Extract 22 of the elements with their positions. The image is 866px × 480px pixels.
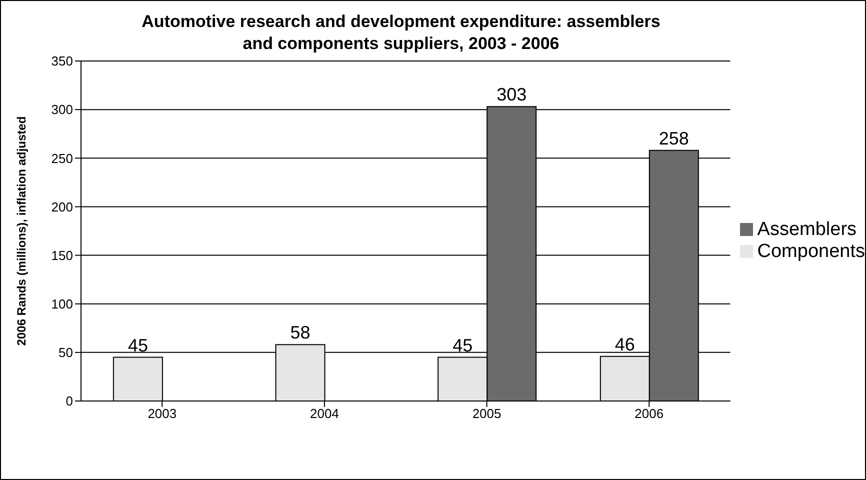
y-axis-title: 2006 Rands (millions), inflation adjusted bbox=[14, 116, 28, 346]
y-tick-label: 350 bbox=[51, 54, 73, 69]
x-tick-label: 2004 bbox=[310, 406, 339, 422]
data-label: 303 bbox=[496, 84, 527, 105]
y-tick-label: 300 bbox=[51, 102, 73, 118]
x-tick-label: 2005 bbox=[472, 406, 502, 422]
legend-label: Components bbox=[757, 241, 865, 262]
legend-label: Assemblers bbox=[757, 219, 857, 240]
y-tick-label: 50 bbox=[58, 345, 73, 360]
x-tick-label: 2003 bbox=[148, 406, 177, 422]
x-tick-label: 2006 bbox=[634, 406, 664, 422]
y-tick-label: 0 bbox=[66, 394, 73, 409]
data-label: 58 bbox=[290, 322, 310, 343]
data-label: 46 bbox=[614, 334, 635, 354]
y-tick-label: 100 bbox=[51, 296, 73, 312]
data-label: 258 bbox=[658, 128, 689, 148]
data-label: 45 bbox=[128, 335, 148, 356]
y-tick-label: 200 bbox=[51, 199, 73, 214]
data-label: 45 bbox=[452, 335, 473, 356]
chart-title: Automotive research and development expenditure: assemblers and components suppliers, 2003 - 2006 bbox=[140, 11, 662, 55]
y-tick-label: 250 bbox=[51, 150, 73, 166]
y-tick-label: 150 bbox=[51, 248, 73, 263]
